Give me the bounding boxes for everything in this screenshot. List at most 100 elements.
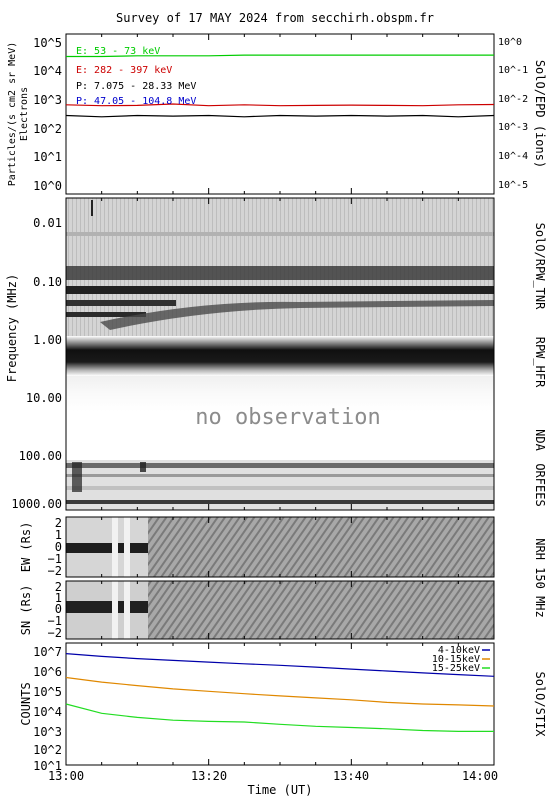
series-line	[65, 114, 495, 118]
epd-right-label: SolO/EPD (ions)	[533, 60, 547, 168]
spectrogram-panel: no observation 0.01 0.10 1.00 10.00 100.…	[5, 197, 547, 511]
x-axis-label: Time (UT)	[247, 783, 312, 797]
frequency-tick-label: 0.01	[33, 216, 62, 230]
frequency-tick-label: 0.10	[33, 275, 62, 289]
frequency-ylabel: Frequency (MHz)	[5, 274, 19, 382]
stix-legend-entry: 15-25keV	[432, 663, 480, 674]
instrument-labels: SolO/RPW_TNR RPW_HFR NDA ORFEES	[533, 223, 547, 507]
x-tick-label: 14:00	[462, 769, 498, 783]
stix-tick-label: 10^3	[33, 725, 62, 739]
nrh-sn-panel: 2 1 0 −1 −2 SN (Rs) NRH 150 MHz	[19, 538, 547, 640]
nrh-sn-tick-label: 0	[55, 602, 62, 616]
epd-left-tick-label: 10^1	[33, 150, 62, 164]
tnr-dark-band	[66, 266, 494, 280]
nrh-sn-gap	[124, 581, 130, 639]
stix-ylabel: COUNTS	[19, 682, 33, 725]
nrh-sn-tick-label: −2	[48, 626, 62, 640]
tnr-upper-band	[66, 232, 494, 236]
hfr-spectrogram	[66, 336, 494, 376]
frequency-tick-label: 1.00	[33, 333, 62, 347]
nrh-sn-tick-marks	[65, 581, 495, 639]
nrh-ew-gap	[124, 517, 130, 577]
nrh-sn-gap	[112, 581, 118, 639]
epd-ylabel-electrons: Electrons	[19, 87, 30, 141]
series-line	[65, 676, 495, 707]
epd-right-tick-label: 10^0	[498, 37, 522, 48]
nrh-ew-tick-label: −2	[48, 564, 62, 578]
stix-tick-label: 10^6	[33, 665, 62, 679]
tnr-dark-band	[66, 286, 494, 294]
nrh-ew-tick-marks	[65, 517, 495, 577]
epd-right-tick-label: 10^-5	[498, 180, 528, 191]
stix-tick-label: 10^1	[33, 759, 62, 773]
frequency-tick-label: 100.00	[19, 449, 62, 463]
orfees-band	[66, 474, 494, 477]
stix-legend-entry: 10-15keV	[432, 654, 480, 665]
nrh-ew-ylabel: EW (Rs)	[19, 522, 33, 573]
epd-panel: 10^5 10^4 10^3 10^2 10^1 10^0 10^0 10^-1…	[7, 33, 547, 195]
epd-right-tick-label: 10^-4	[498, 151, 528, 162]
tnr-drifting-burst	[100, 300, 494, 330]
epd-left-tick-label: 10^2	[33, 122, 62, 136]
epd-legend-entry: P: 7.075 - 28.33 MeV	[76, 81, 196, 92]
frequency-tick-label: 10.00	[26, 391, 62, 405]
stix-legend-entry: 4-10keV	[438, 645, 480, 656]
stix-right-label: SolO/STIX	[533, 671, 547, 737]
x-tick-label: 13:20	[191, 769, 227, 783]
nrh-ew-tick-labels: 2 1 0 −1 −2	[48, 516, 62, 578]
epd-left-tick-label: 10^4	[33, 64, 62, 78]
nrh-sn-tick-label: 2	[55, 580, 62, 594]
nrh-ew-tick-label: 0	[55, 540, 62, 554]
epd-legend-entry: P: 47.05 - 104.8 MeV	[76, 96, 196, 107]
nrh-ew-gap	[112, 517, 118, 577]
nrh-sn-dark	[66, 601, 148, 613]
epd-tick-marks	[65, 34, 495, 194]
stix-tick-marks	[65, 643, 495, 765]
nrh-right-label: NRH 150 MHz	[533, 538, 547, 617]
stix-tick-label: 10^7	[33, 645, 62, 659]
nrh-ew-tick-label: 2	[55, 516, 62, 530]
figure-title: Survey of 17 MAY 2024 from secchirh.obsp…	[116, 11, 434, 25]
hfr-tail	[66, 376, 494, 412]
instrument-label-orfees: ORFEES	[533, 463, 547, 506]
x-tick-labels: 13:00 13:20 13:40 14:00	[48, 769, 498, 783]
orfees-band	[66, 463, 494, 468]
series-line	[65, 653, 495, 677]
orfees-burst	[72, 462, 82, 492]
epd-right-tick-label: 10^-1	[498, 65, 528, 76]
no-observation-label: no observation	[195, 405, 380, 430]
orfees-band	[66, 486, 494, 490]
tnr-dark-band	[66, 300, 176, 306]
nrh-sn-tick-label: 1	[55, 591, 62, 605]
spectrogram-tick-marks	[65, 198, 495, 510]
epd-legend-entry: E: 282 - 397 keV	[76, 65, 172, 76]
orfees-band	[66, 500, 494, 504]
epd-ylabel: Particles/(s cm2 sr MeV)	[7, 42, 18, 187]
instrument-label-tnr: SolO/RPW_TNR	[533, 223, 547, 310]
stix-tick-labels: 10^7 10^6 10^5 10^4 10^3 10^2 10^1	[33, 645, 62, 773]
stix-tick-label: 10^4	[33, 705, 62, 719]
nrh-sn-tick-label: −1	[48, 614, 62, 628]
nrh-sn-tick-labels: 2 1 0 −1 −2	[48, 580, 62, 640]
nrh-ew-tick-label: 1	[55, 528, 62, 542]
spectrogram-tick-labels: 0.01 0.10 1.00 10.00 100.00 1000.00	[11, 216, 62, 511]
instrument-label-nda: NDA	[533, 429, 547, 451]
nrh-ew-panel: 2 1 0 −1 −2 EW (Rs)	[19, 516, 495, 578]
epd-left-tick-label: 10^0	[33, 179, 62, 193]
epd-legend: E: 53 - 73 keV E: 282 - 397 keV P: 7.075…	[76, 46, 196, 107]
nrh-sn-ylabel: SN (Rs)	[19, 585, 33, 636]
epd-left-tick-label: 10^3	[33, 93, 62, 107]
series-line	[65, 703, 494, 733]
stix-tick-label: 10^5	[33, 685, 62, 699]
epd-right-tick-labels: 10^0 10^-1 10^-2 10^-3 10^-4 10^-5	[498, 37, 528, 191]
nrh-ew-dark	[66, 543, 148, 553]
x-tick-label: 13:40	[333, 769, 369, 783]
epd-right-tick-label: 10^-2	[498, 94, 528, 105]
epd-right-tick-label: 10^-3	[498, 122, 528, 133]
tnr-dark-band	[66, 312, 146, 317]
instrument-label-hfr: RPW_HFR	[533, 337, 547, 388]
stix-lines	[65, 653, 495, 733]
epd-left-tick-labels: 10^5 10^4 10^3 10^2 10^1 10^0	[33, 36, 62, 193]
